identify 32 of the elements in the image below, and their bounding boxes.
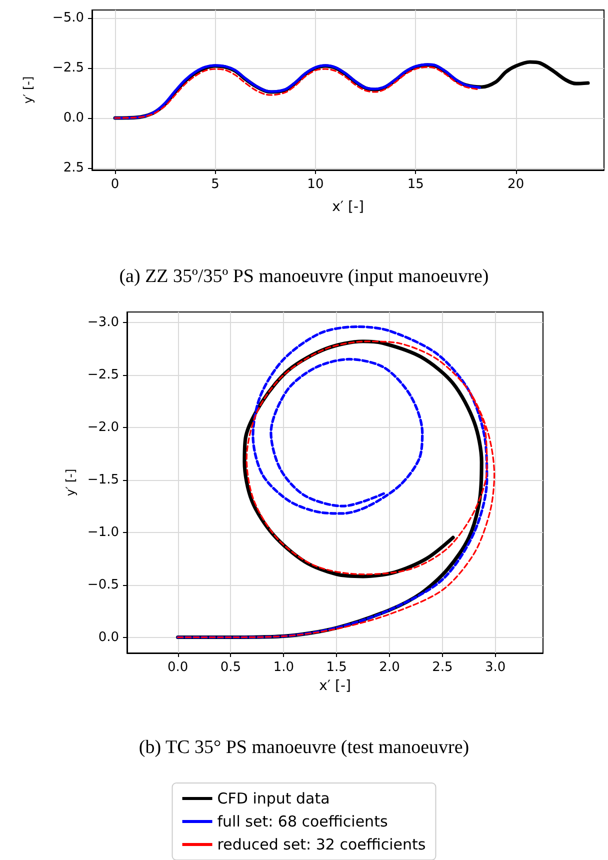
y-tick-label: −1.0 [87,524,119,540]
x-tick-label: 2.0 [379,660,400,675]
x-tick-label: 0.0 [167,660,188,675]
x-tick-label: 2.5 [432,660,453,675]
x-tick-label: 5 [211,177,220,192]
x-tick-label: 0.5 [220,660,242,675]
x-axis-title: x′ [-] [332,199,364,215]
y-tick-label: 0.0 [63,110,84,126]
y-tick-label: −2.5 [87,367,119,382]
x-tick-label: 15 [407,177,424,192]
text: (b) TC 35° PS manoeuvre (test manoeuvre) [138,737,470,758]
y-tick-label: −2.0 [87,420,119,435]
x-axis-title: x′ [-] [319,678,351,694]
y-tick-label: 0.0 [98,630,119,645]
x-tick-label: 3.0 [485,660,506,675]
x-tick-label: 0 [110,177,120,192]
legend-label: reduced set: 32 coefficients [217,836,426,854]
y-tick-label: −0.5 [87,577,119,592]
y-tick-label: −5.0 [52,10,84,26]
x-tick-label: 1.0 [273,660,294,675]
y-tick-label: 2.5 [63,160,84,176]
text: (a) ZZ 35º/35º PS manoeuvre (input manoeuvre) [119,266,489,287]
y-tick-label: −1.5 [87,472,119,488]
y-tick-label: −3.0 [87,314,119,330]
x-tick-label: 20 [508,177,524,192]
y-axis-title: y′ [-] [64,468,78,496]
y-axis-title: y′ [-] [21,76,35,104]
legend-label: CFD input data [217,790,330,808]
y-tick-label: −2.5 [52,60,84,76]
x-tick-label: 10 [307,177,324,192]
x-tick-label: 1.5 [326,660,347,675]
legend-label: full set: 68 coefficients [217,812,388,830]
